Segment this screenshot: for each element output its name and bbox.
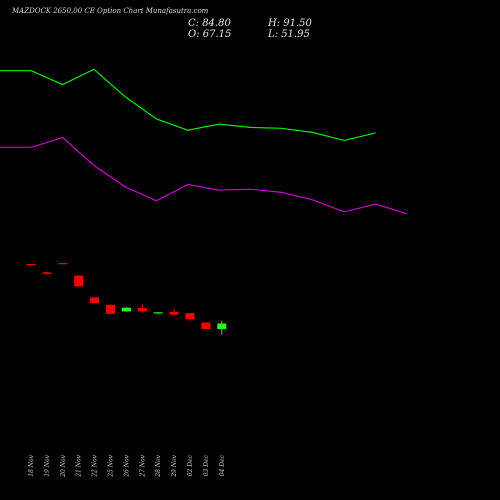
candle-body [121, 307, 131, 312]
x-tick-label: 04 Dec [219, 454, 226, 476]
candle-body [106, 304, 115, 314]
x-tick-label: 27 Nov [139, 454, 146, 477]
x-tick-label: 22 Nov [92, 454, 99, 477]
x-tick-label: 03 Dec [203, 454, 210, 476]
x-tick-label: 25 Nov [108, 454, 115, 477]
x-tick-label: 26 Nov [123, 454, 130, 477]
candle-body [42, 272, 52, 274]
candle-body [153, 312, 163, 314]
x-tick-label: 18 Nov [28, 454, 35, 476]
open-value: O: 67.15 [188, 29, 232, 40]
upper-indicator-line [0, 68, 376, 142]
x-tick-label: 02 Dec [187, 454, 194, 476]
candle-body [58, 263, 68, 265]
candle-body [90, 297, 100, 304]
x-tick-label: 29 Nov [171, 454, 178, 477]
candle-body [26, 263, 36, 266]
candle-body [169, 311, 179, 315]
candle-body [137, 308, 147, 312]
x-tick-label: 19 Nov [44, 454, 51, 476]
x-tick-label: 21 Nov [76, 454, 83, 477]
candle-body [201, 322, 211, 330]
candle-body [217, 323, 227, 330]
chart-title: MAZDOCK 2650.00 CE Option Chart Munafasu… [12, 7, 209, 15]
candle-body [74, 275, 84, 287]
close-value: C: 84.80 [188, 18, 231, 29]
candle-body [185, 313, 195, 320]
lower-indicator-line [0, 136, 408, 215]
x-tick-label: 20 Nov [60, 454, 67, 477]
x-tick-label: 28 Nov [155, 454, 162, 477]
high-value: H: 91.50 [268, 18, 312, 29]
low-value: L: 51.95 [268, 29, 310, 40]
